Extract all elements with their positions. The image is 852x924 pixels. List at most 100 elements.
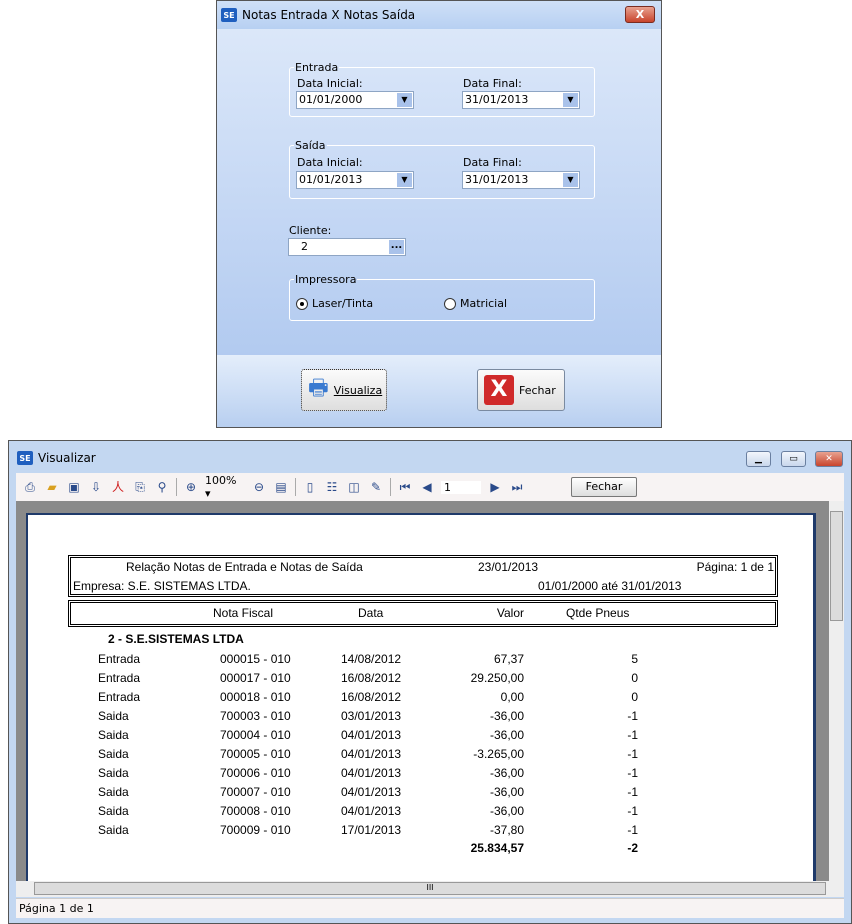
row-nota-fiscal: 700007 - 010 [220,785,291,799]
row-type: Saida [98,766,129,780]
page-number-input[interactable]: 1 [441,480,481,494]
zoom-select[interactable]: 100% ▾ [205,474,237,500]
lookup-button[interactable]: ... [389,240,404,254]
radio-laser-tinta[interactable]: Laser/Tinta [296,297,373,310]
toolbar-separator [295,478,296,496]
row-valor: -36,00 [489,785,524,799]
horizontal-scrollbar[interactable]: III [16,881,844,897]
horizontal-scroll-thumb[interactable]: III [34,882,826,895]
cliente-label: Cliente: [289,224,332,237]
save-icon[interactable]: ▣ [68,480,80,494]
col-valor: Valor [496,606,524,620]
chevron-down-icon[interactable]: ▼ [397,93,412,107]
radio-unchecked-icon[interactable] [444,297,456,310]
chevron-down-icon[interactable]: ▼ [563,173,578,187]
visualiza-button[interactable]: 🖶 Visualiza [301,369,387,411]
find-icon[interactable]: ⚲ [157,480,167,494]
entrada-data-inicial-label: Data Inicial: [297,77,363,90]
radio-checked-icon[interactable] [296,297,308,310]
export-icon[interactable]: ⇩ [90,480,102,494]
viewer-fechar-button[interactable]: Fechar [571,477,637,497]
multi-page-icon[interactable]: ☷ [326,480,338,494]
row-nota-fiscal: 000018 - 010 [220,690,291,704]
report-page-number: Página: 1 de 1 [696,560,774,574]
attach-icon[interactable]: ⎘ [135,480,145,494]
row-nota-fiscal: 700008 - 010 [220,804,291,818]
report-empresa: Empresa: S.E. SISTEMAS LTDA. [73,579,251,593]
row-qtde: -1 [627,709,638,723]
row-data: 04/01/2013 [341,728,402,742]
viewer-toolbar: ⎙ ▰ ▣ ⇩ 人 ⎘ ⚲ ⊕ 100% ▾ ⊖ ▤ ▯ ☷ ◫ ✎ ⏮ ◀ 1… [16,473,844,501]
dialog-title: Notas Entrada X Notas Saída [242,8,416,22]
zoom-out-icon[interactable]: ⊖ [253,480,265,494]
row-qtde: -1 [627,785,638,799]
edit-icon[interactable]: ✎ [370,480,382,494]
report-title: Relação Notas de Entrada e Notas de Saíd… [126,560,363,574]
cliente-input[interactable]: 2... [288,238,406,256]
vertical-scroll-thumb[interactable] [830,511,843,621]
book-icon[interactable]: ◫ [348,480,360,494]
page-width-icon[interactable]: ▤ [275,480,287,494]
zoom-value: 100% [205,474,237,487]
saida-data-inicial-value: 01/01/2013 [299,173,363,186]
dialog-close-button[interactable]: X [625,6,655,23]
row-data: 16/08/2012 [341,671,402,685]
minimize-button[interactable]: ▁ [746,451,771,467]
entrada-legend: Entrada [295,61,339,74]
col-data: Data [358,606,384,620]
chevron-down-icon[interactable]: ▼ [397,173,412,187]
single-page-icon[interactable]: ▯ [306,480,314,494]
row-data: 04/01/2013 [341,747,402,761]
row-nota-fiscal: 700009 - 010 [220,823,291,837]
row-type: Saida [98,709,129,723]
row-data: 14/08/2012 [341,652,402,666]
row-qtde: -1 [627,823,638,837]
total-valor: 25.834,57 [470,841,524,855]
close-button[interactable]: ✕ [815,451,843,467]
row-qtde: -1 [627,804,638,818]
row-nota-fiscal: 700003 - 010 [220,709,291,723]
row-data: 03/01/2013 [341,709,402,723]
row-valor: -37,80 [489,823,524,837]
row-nota-fiscal: 000015 - 010 [220,652,291,666]
saida-data-final-value: 31/01/2013 [465,173,529,186]
row-type: Saida [98,728,129,742]
first-page-icon[interactable]: ⏮ [399,480,411,494]
row-nota-fiscal: 700004 - 010 [220,728,291,742]
visualiza-label: Visualiza [333,383,383,397]
vertical-scrollbar[interactable] [829,501,844,881]
maximize-button[interactable]: ▭ [781,451,806,467]
entrada-data-inicial-combo[interactable]: 01/01/2000 ▼ [296,91,414,109]
pdf-icon[interactable]: 人 [111,480,124,494]
visualizar-window: SE Visualizar ▁ ▭ ✕ ⎙ ▰ ▣ ⇩ 人 ⎘ ⚲ ⊕ 100% … [8,440,852,924]
fechar-button[interactable]: X Fechar [477,369,565,411]
prev-page-icon[interactable]: ◀ [422,480,432,494]
entrada-data-final-combo[interactable]: 31/01/2013 ▼ [462,91,580,109]
saida-data-final-combo[interactable]: 31/01/2013 ▼ [462,171,580,189]
notas-dialog: SE Notas Entrada X Notas Saída X Entrada… [216,0,662,428]
last-page-icon[interactable]: ⏭ [511,480,523,494]
row-nota-fiscal: 700006 - 010 [220,766,291,780]
radio-matricial[interactable]: Matricial [444,297,507,310]
next-page-icon[interactable]: ▶ [490,480,500,494]
col-qtde-pneus: Qtde Pneus [566,606,630,620]
open-icon[interactable]: ▰ [47,480,57,494]
report-date: 23/01/2013 [478,560,539,574]
dialog-title-bar: SE Notas Entrada X Notas Saída X [217,1,661,29]
row-valor: 29.250,00 [470,671,524,685]
row-qtde: -1 [627,747,638,761]
col-nota-fiscal: Nota Fiscal [213,606,274,620]
toolbar-separator [176,478,177,496]
saida-data-inicial-combo[interactable]: 01/01/2013 ▼ [296,171,414,189]
row-nota-fiscal: 000017 - 010 [220,671,291,685]
chevron-down-icon[interactable]: ▼ [563,93,578,107]
button-bar: 🖶 Visualiza X Fechar [217,355,661,427]
print-icon[interactable]: ⎙ [25,480,35,494]
zoom-in-icon[interactable]: ⊕ [185,480,197,494]
saida-data-inicial-label: Data Inicial: [297,156,363,169]
saida-group: Saída [289,139,595,199]
row-valor: -36,00 [489,804,524,818]
impressora-group: Impressora [289,273,595,321]
row-qtde: 0 [631,671,638,685]
radio-label: Matricial [460,297,508,310]
